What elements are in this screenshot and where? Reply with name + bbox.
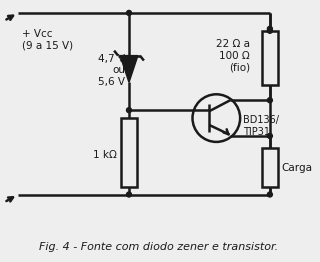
- Circle shape: [268, 98, 272, 103]
- Text: Fig. 4 - Fonte com diodo zener e transistor.: Fig. 4 - Fonte com diodo zener e transis…: [39, 242, 278, 252]
- Bar: [262, 148, 278, 187]
- Circle shape: [126, 108, 132, 113]
- Text: BD136/
TIP31: BD136/ TIP31: [243, 115, 279, 137]
- Circle shape: [268, 26, 272, 31]
- Text: Carga: Carga: [282, 163, 313, 173]
- Circle shape: [126, 10, 132, 15]
- Bar: [262, 31, 278, 85]
- Circle shape: [268, 192, 272, 197]
- Text: 1 kΩ: 1 kΩ: [93, 150, 117, 160]
- Bar: [121, 118, 137, 187]
- Circle shape: [268, 133, 272, 138]
- Text: 22 Ω a
100 Ω
(fio): 22 Ω a 100 Ω (fio): [216, 39, 250, 72]
- Text: 4,7 V
ou
5,6 V: 4,7 V ou 5,6 V: [98, 54, 125, 87]
- Polygon shape: [120, 56, 138, 82]
- Circle shape: [268, 28, 272, 33]
- Text: + Vcc
(9 a 15 V): + Vcc (9 a 15 V): [22, 29, 73, 50]
- Circle shape: [126, 192, 132, 197]
